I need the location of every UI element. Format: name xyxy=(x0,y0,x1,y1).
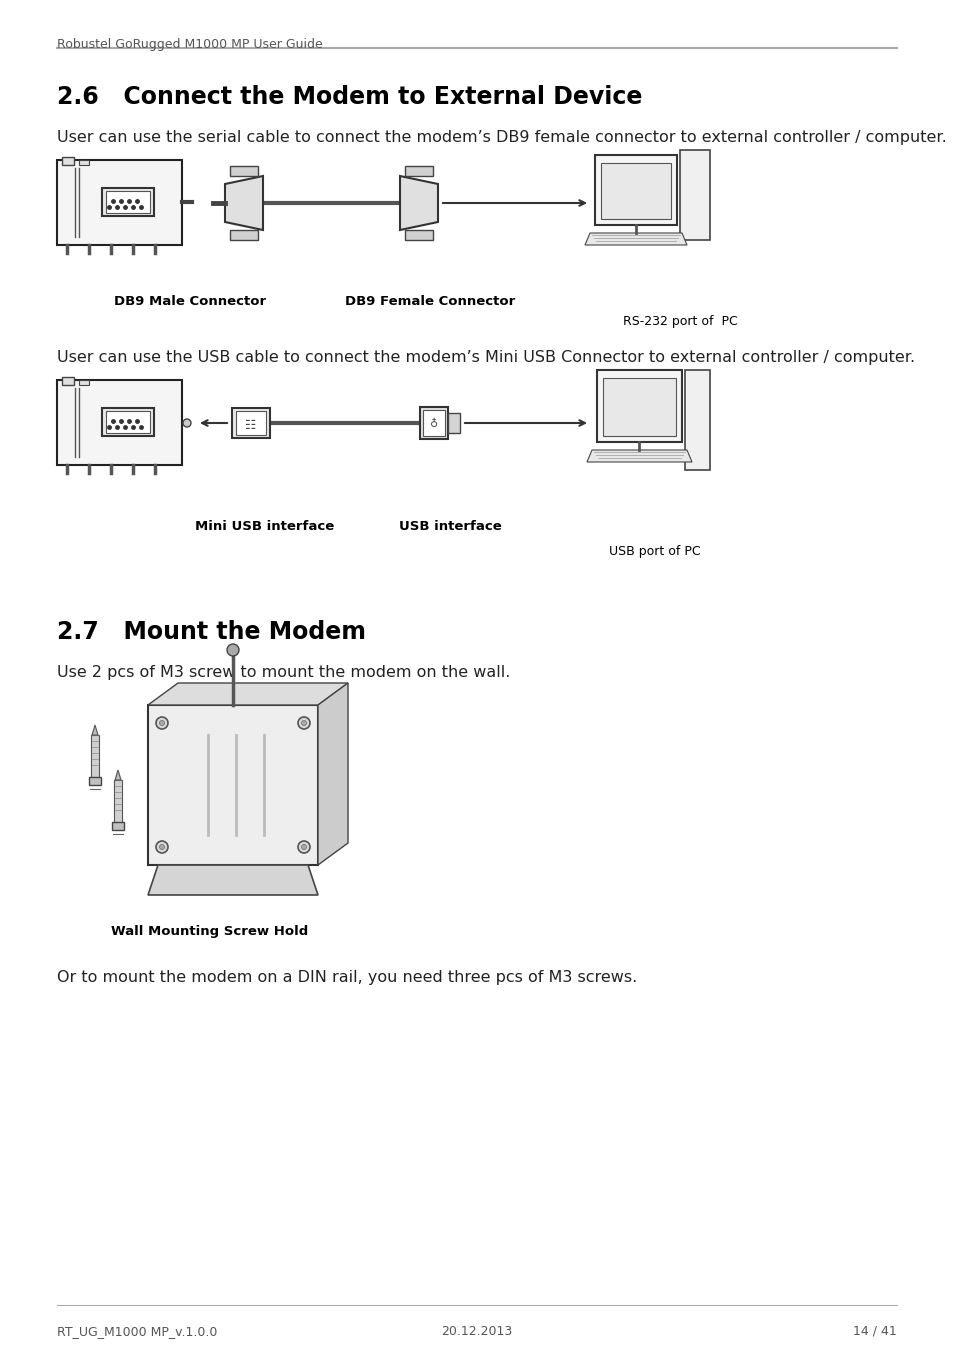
Text: 2.7   Mount the Modem: 2.7 Mount the Modem xyxy=(57,620,366,644)
Circle shape xyxy=(156,841,168,853)
Text: USB interface: USB interface xyxy=(398,520,501,533)
Text: 20.12.2013: 20.12.2013 xyxy=(441,1324,512,1338)
Bar xyxy=(62,157,74,165)
Bar xyxy=(113,780,122,825)
Bar xyxy=(106,410,150,433)
Text: Robustel GoRugged M1000 MP User Guide: Robustel GoRugged M1000 MP User Guide xyxy=(57,38,322,51)
Text: 14 / 41: 14 / 41 xyxy=(852,1324,896,1338)
Text: Use 2 pcs of M3 screw to mount the modem on the wall.: Use 2 pcs of M3 screw to mount the modem… xyxy=(57,666,510,680)
Circle shape xyxy=(297,717,310,729)
Bar xyxy=(230,166,257,176)
Polygon shape xyxy=(584,234,686,244)
Text: User can use the USB cable to connect the modem’s Mini USB Connector to external: User can use the USB cable to connect th… xyxy=(57,350,914,365)
Text: USB port of PC: USB port of PC xyxy=(609,545,700,558)
Circle shape xyxy=(159,721,164,725)
Bar xyxy=(419,406,448,439)
Polygon shape xyxy=(399,176,437,230)
Bar xyxy=(684,370,709,470)
Text: RS-232 port of  PC: RS-232 port of PC xyxy=(622,315,737,328)
Polygon shape xyxy=(586,450,691,462)
Circle shape xyxy=(301,845,306,849)
Bar xyxy=(602,378,676,436)
Bar xyxy=(405,166,433,176)
Bar xyxy=(91,734,99,780)
Bar xyxy=(235,410,266,435)
Bar xyxy=(148,705,317,865)
Polygon shape xyxy=(148,865,317,895)
Bar xyxy=(232,408,270,437)
Bar xyxy=(79,379,89,385)
Bar xyxy=(448,413,459,433)
Circle shape xyxy=(227,644,239,656)
Bar xyxy=(679,150,709,240)
Circle shape xyxy=(301,721,306,725)
Bar xyxy=(62,377,74,385)
Text: Mini USB interface: Mini USB interface xyxy=(195,520,335,533)
Bar xyxy=(106,190,150,213)
Text: RT_UG_M1000 MP_v.1.0.0: RT_UG_M1000 MP_v.1.0.0 xyxy=(57,1324,217,1338)
Polygon shape xyxy=(225,176,263,230)
Text: User can use the serial cable to connect the modem’s DB9 female connector to ext: User can use the serial cable to connect… xyxy=(57,130,945,144)
Bar xyxy=(89,778,101,784)
Bar xyxy=(595,155,677,225)
Polygon shape xyxy=(317,683,348,865)
Circle shape xyxy=(297,841,310,853)
Bar xyxy=(112,822,124,830)
Bar xyxy=(102,408,153,436)
Bar xyxy=(79,161,89,165)
Circle shape xyxy=(156,717,168,729)
Bar xyxy=(422,410,444,436)
Text: DB9 Male Connector: DB9 Male Connector xyxy=(113,296,266,308)
Bar xyxy=(57,379,182,464)
Bar xyxy=(102,188,153,216)
Bar xyxy=(597,370,681,441)
Text: ♁: ♁ xyxy=(430,418,437,429)
Text: ☷: ☷ xyxy=(245,420,256,432)
Circle shape xyxy=(159,845,164,849)
Bar xyxy=(600,163,670,219)
Polygon shape xyxy=(148,683,348,705)
Circle shape xyxy=(183,418,191,427)
Text: Wall Mounting Screw Hold: Wall Mounting Screw Hold xyxy=(112,925,309,938)
Text: 2.6   Connect the Modem to External Device: 2.6 Connect the Modem to External Device xyxy=(57,85,641,109)
Polygon shape xyxy=(115,769,121,780)
Text: Or to mount the modem on a DIN rail, you need three pcs of M3 screws.: Or to mount the modem on a DIN rail, you… xyxy=(57,971,637,986)
Polygon shape xyxy=(91,725,98,734)
Bar xyxy=(57,161,182,244)
Text: DB9 Female Connector: DB9 Female Connector xyxy=(345,296,515,308)
Bar xyxy=(230,230,257,240)
Bar xyxy=(405,230,433,240)
